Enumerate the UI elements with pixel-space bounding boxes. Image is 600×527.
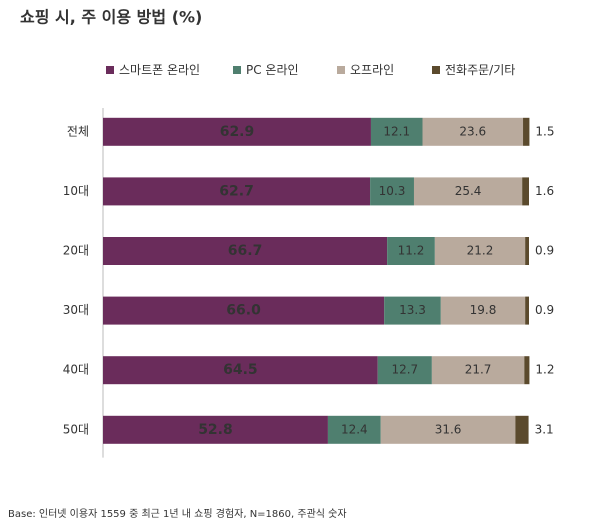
value-label: 0.9 bbox=[535, 303, 554, 317]
legend-swatch bbox=[106, 66, 114, 74]
bar-segment bbox=[524, 356, 530, 385]
bar-segment bbox=[384, 296, 441, 325]
value-label: 0.9 bbox=[535, 244, 554, 258]
bar-segment bbox=[380, 415, 516, 444]
value-label: 3.1 bbox=[535, 422, 554, 436]
value-label: 19.8 bbox=[470, 303, 497, 317]
bar-segment bbox=[370, 177, 414, 206]
value-label: 31.6 bbox=[435, 422, 462, 436]
value-label: 64.5 bbox=[223, 362, 258, 378]
legend-label: 오프라인 bbox=[350, 63, 394, 77]
value-label: 62.9 bbox=[220, 124, 255, 140]
legend-swatch bbox=[432, 66, 440, 74]
bar-segment bbox=[103, 296, 385, 325]
bar-segment bbox=[103, 415, 328, 444]
value-label: 21.7 bbox=[465, 363, 492, 377]
bar-segment bbox=[434, 237, 526, 265]
bar-segment bbox=[413, 177, 523, 206]
chart-title: 쇼핑 시, 주 이용 방법 (%) bbox=[20, 8, 202, 27]
value-label: 21.2 bbox=[467, 244, 494, 258]
value-label: 10.3 bbox=[379, 184, 406, 198]
value-label: 12.7 bbox=[391, 363, 418, 377]
bar-segment bbox=[387, 237, 435, 265]
legend-label: 전화주문/기타 bbox=[445, 63, 515, 77]
bar-segment bbox=[422, 117, 524, 146]
y-tick-label: 50대 bbox=[63, 422, 89, 436]
value-label: 23.6 bbox=[459, 124, 486, 138]
value-label: 66.7 bbox=[228, 243, 263, 259]
bar-segment bbox=[103, 356, 378, 385]
bar-segment bbox=[515, 415, 529, 444]
y-tick-label: 20대 bbox=[63, 244, 89, 258]
legend-swatch bbox=[337, 66, 345, 74]
bar-segment bbox=[370, 117, 423, 146]
value-label: 13.3 bbox=[399, 303, 426, 317]
value-label: 25.4 bbox=[455, 184, 482, 198]
value-label: 62.7 bbox=[219, 183, 254, 199]
bar-segment bbox=[103, 117, 371, 146]
bar-segment bbox=[525, 237, 529, 265]
y-tick-label: 30대 bbox=[63, 303, 89, 317]
bar-segment bbox=[440, 296, 526, 325]
y-tick-label: 10대 bbox=[63, 184, 89, 198]
value-label: 12.4 bbox=[341, 422, 368, 436]
y-tick-label: 전체 bbox=[67, 124, 89, 138]
legend-label: 스마트폰 온라인 bbox=[119, 63, 200, 77]
value-label: 1.6 bbox=[535, 184, 554, 198]
value-label: 66.0 bbox=[226, 303, 261, 319]
value-label: 1.2 bbox=[535, 363, 554, 377]
value-label: 52.8 bbox=[198, 422, 233, 438]
value-label: 11.2 bbox=[398, 244, 425, 258]
y-tick-label: 40대 bbox=[63, 363, 89, 377]
bar-segment bbox=[377, 356, 432, 385]
bar-segment bbox=[103, 237, 388, 265]
bar-segment bbox=[523, 117, 530, 146]
bar-segment bbox=[525, 296, 529, 325]
value-label: 1.5 bbox=[535, 124, 554, 138]
legend-label: PC 온라인 bbox=[246, 63, 299, 77]
bar-segment bbox=[522, 177, 529, 206]
value-label: 12.1 bbox=[383, 124, 410, 138]
footnote: Base: 인터넷 이용자 1559 중 최근 1년 내 쇼핑 경험자, N=1… bbox=[8, 507, 347, 520]
bar-segment bbox=[103, 177, 371, 206]
bar-segment bbox=[327, 415, 381, 444]
legend-swatch bbox=[233, 66, 241, 74]
bar-segment bbox=[431, 356, 525, 385]
